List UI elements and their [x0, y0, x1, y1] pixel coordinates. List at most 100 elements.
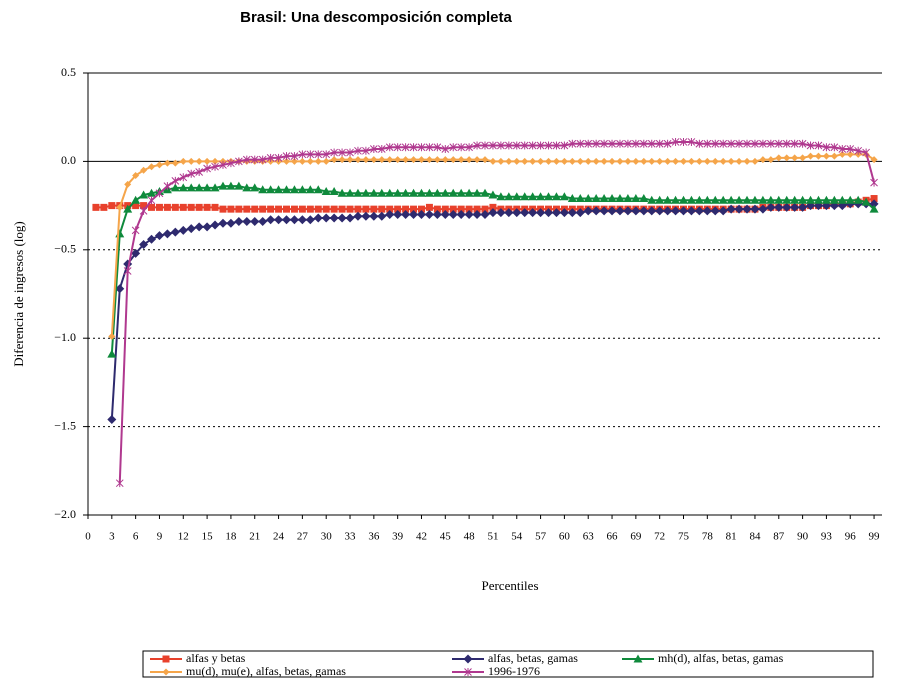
- marker: [536, 192, 546, 201]
- marker: [567, 208, 577, 218]
- marker: [504, 141, 513, 150]
- marker: [210, 220, 220, 230]
- marker: [306, 157, 314, 165]
- marker: [132, 202, 140, 210]
- x-tick-label: 21: [249, 531, 260, 543]
- marker: [148, 163, 156, 171]
- marker: [632, 139, 640, 148]
- marker: [710, 195, 720, 204]
- marker: [235, 205, 243, 213]
- marker: [401, 143, 410, 152]
- marker: [155, 203, 163, 211]
- marker: [170, 183, 180, 192]
- x-tick-label: 42: [416, 531, 427, 543]
- x-tick-label: 54: [511, 531, 523, 543]
- marker: [178, 183, 188, 192]
- marker: [727, 157, 735, 165]
- marker: [108, 332, 116, 340]
- marker: [123, 204, 133, 213]
- marker: [131, 248, 141, 258]
- marker: [481, 156, 489, 164]
- marker: [552, 157, 560, 165]
- marker: [289, 185, 299, 194]
- marker: [322, 150, 331, 159]
- marker: [759, 156, 767, 164]
- marker: [838, 145, 847, 154]
- marker: [219, 160, 227, 169]
- marker: [607, 206, 617, 216]
- x-tick-label: 75: [678, 531, 690, 543]
- marker: [298, 157, 306, 165]
- x-tick-label: 78: [702, 531, 714, 543]
- marker: [305, 215, 315, 225]
- marker: [783, 154, 791, 162]
- marker: [258, 217, 268, 227]
- marker: [369, 188, 379, 197]
- marker: [432, 188, 442, 197]
- marker: [330, 205, 338, 213]
- marker: [559, 192, 569, 201]
- marker: [457, 205, 465, 213]
- marker: [695, 139, 704, 148]
- marker: [155, 189, 164, 198]
- marker: [330, 148, 338, 157]
- legend-marker: [464, 668, 472, 676]
- marker: [186, 183, 196, 192]
- marker: [472, 188, 482, 197]
- marker: [774, 202, 784, 212]
- marker: [362, 146, 370, 155]
- marker: [464, 209, 474, 219]
- marker: [377, 188, 387, 197]
- marker: [702, 195, 712, 204]
- marker: [631, 194, 641, 203]
- marker: [846, 150, 854, 158]
- marker: [473, 141, 481, 150]
- marker: [338, 205, 346, 213]
- marker: [449, 205, 457, 213]
- marker: [599, 194, 609, 203]
- marker: [624, 139, 632, 148]
- marker: [489, 141, 497, 150]
- marker: [464, 188, 474, 197]
- marker: [139, 239, 149, 249]
- marker: [711, 139, 720, 148]
- marker: [829, 195, 839, 204]
- marker: [623, 194, 633, 203]
- marker: [686, 206, 696, 216]
- marker: [671, 206, 681, 216]
- marker: [386, 205, 394, 213]
- marker: [179, 173, 188, 182]
- marker: [671, 195, 681, 204]
- marker: [282, 152, 291, 161]
- marker: [322, 205, 330, 213]
- legend-marker: [463, 654, 473, 664]
- marker: [600, 139, 608, 148]
- y-tick-label: −0.5: [54, 242, 76, 256]
- x-tick-label: 45: [440, 531, 452, 543]
- marker: [679, 195, 688, 204]
- marker: [806, 141, 815, 150]
- marker: [107, 415, 117, 425]
- marker: [504, 208, 514, 218]
- marker: [488, 208, 498, 218]
- marker: [560, 141, 569, 150]
- marker: [147, 188, 157, 197]
- y-tick-label: −1.5: [54, 418, 76, 432]
- y-tick-label: 0.0: [61, 153, 76, 167]
- marker: [139, 190, 149, 199]
- marker: [432, 209, 442, 219]
- marker: [513, 157, 521, 165]
- marker: [298, 150, 307, 159]
- marker: [171, 203, 179, 211]
- marker: [686, 195, 696, 204]
- marker: [385, 209, 395, 219]
- marker: [456, 209, 466, 219]
- marker: [124, 180, 132, 188]
- marker: [551, 208, 561, 218]
- series-line: [110, 202, 875, 420]
- marker: [369, 211, 379, 221]
- marker: [226, 181, 236, 190]
- marker: [473, 156, 481, 164]
- marker: [798, 139, 807, 148]
- marker: [481, 205, 489, 213]
